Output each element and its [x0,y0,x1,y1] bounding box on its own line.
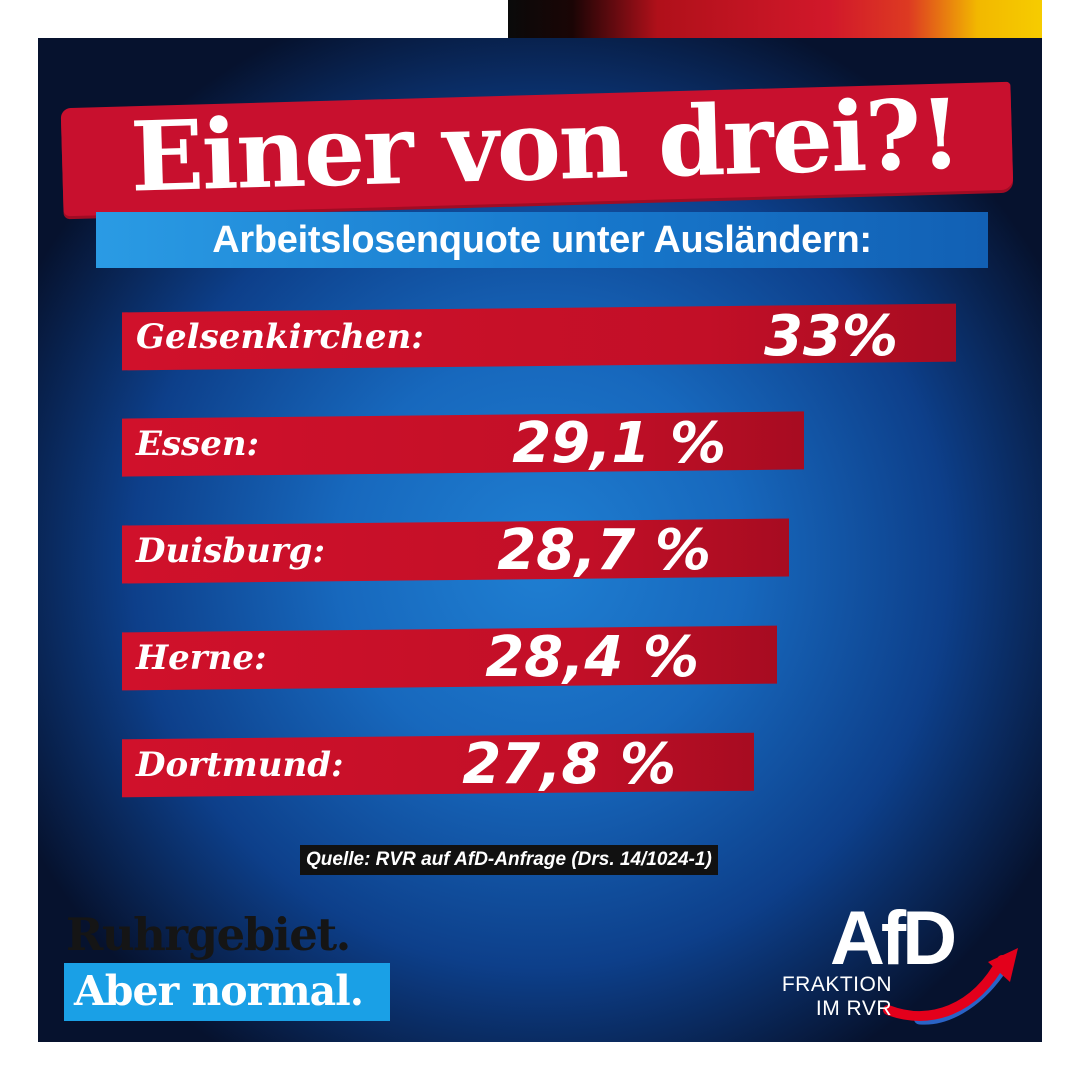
bar-row: Essen: 29,1 % [122,411,804,477]
slogan-line-2: Aber normal. [64,963,390,1021]
logo-wordmark: AfD [830,896,957,981]
logo-subtitle-line-2: IM RVR [815,997,892,1020]
source-note: Quelle: RVR auf AfD-Anfrage (Drs. 14/102… [300,845,718,875]
bar-value-label: 33% [763,304,898,369]
bar-value-label: 28,7 % [497,518,711,583]
logo-swoosh-icon [883,948,1018,1025]
bar-value-label: 28,4 % [485,625,699,690]
bar-category-label: Duisburg: [136,531,325,571]
bar-row: Gelsenkirchen: 33% [122,303,956,371]
bar-category-label: Essen: [136,424,260,464]
logo-subtitle: FRAKTION IM RVR [780,973,892,1021]
bar-row: Dortmund: 27,8 % [122,732,754,798]
bar-category-label: Herne: [136,638,267,678]
german-flag-strip [508,0,1042,38]
chart-subtitle: Arbeitslosenquote unter Ausländern: [212,219,872,261]
logo-subtitle-line-1: FRAKTION [781,973,892,996]
bar-value-label: 29,1 % [512,411,726,476]
bar-value-label: 27,8 % [462,732,676,797]
bar-row: Duisburg: 28,7 % [122,518,789,584]
bar-category-label: Dortmund: [136,745,344,785]
bar-row: Herne: 28,4 % [122,625,777,691]
subtitle-band [96,212,988,268]
afd-logo: AfD FRAKTION IM RVR [770,900,1030,1035]
slogan-line-1: Ruhrgebiet. [66,908,351,961]
bar-category-label: Gelsenkirchen: [136,317,424,357]
